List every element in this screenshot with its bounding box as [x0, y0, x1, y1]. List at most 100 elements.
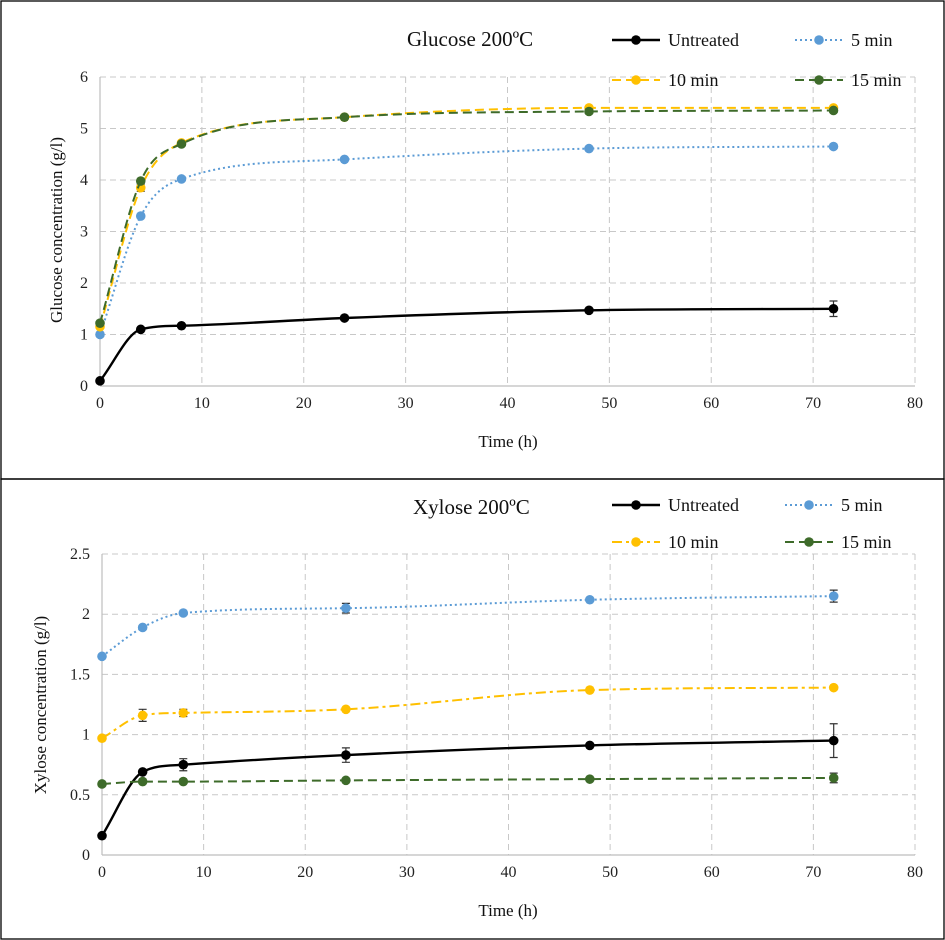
xylose-y-axis-title: Xylose concentration (g/l): [31, 616, 50, 794]
glucose-chart: 0 10 20 30 40 50 60 70 80 0 1 2 3 4 5 6 Glucose 200ºC T…: [0, 0, 945, 480]
xylose-series-untreated-point: [828, 735, 839, 746]
glucose-series-15-min-point: [584, 106, 594, 117]
xylose-series-10-min-point: [341, 704, 351, 715]
glucose-series-10-min: [95, 103, 839, 332]
glucose-y-tick-label: 0: [80, 378, 88, 395]
xylose-grid: [102, 553, 916, 855]
xylose-series-10-min-point: [97, 733, 107, 744]
glucose-y-tick-label: 5: [80, 121, 88, 138]
xylose-series-15-min-point: [97, 779, 107, 789]
glucose-legend-10-min-label: 10 min: [668, 70, 719, 90]
glucose-series-15-min-point: [828, 105, 839, 116]
glucose-legend-15-min: 15 min: [795, 70, 902, 90]
xylose-legend-untreated-label: Untreated: [668, 495, 739, 515]
xylose-y-tick-label: 2.5: [70, 546, 90, 563]
xylose-series-5-min-point: [341, 603, 351, 613]
xylose-legend-10-min-label: 10 min: [668, 532, 719, 552]
glucose-series-5-min-point: [584, 143, 594, 154]
xylose-series-10-min-point: [585, 685, 595, 695]
xylose-legend-5-min: 5 min: [785, 495, 883, 515]
xylose-series-15-min: [97, 772, 839, 789]
xylose-chart-title: Xylose 200ºC: [413, 495, 530, 519]
glucose-series-untreated-point: [176, 320, 187, 331]
glucose-x-tick-label: 50: [601, 395, 617, 412]
xylose-series-untreated-point: [341, 750, 351, 760]
xylose-series-10-min: [97, 682, 839, 744]
glucose-grid: [100, 76, 916, 386]
glucose-series-untreated: [95, 300, 839, 386]
xylose-series-5-min-point: [97, 651, 107, 662]
xylose-x-tick-label: 30: [399, 864, 415, 881]
xylose-x-tick-label: 10: [196, 864, 212, 881]
glucose-legend-10-min-marker: [631, 75, 641, 85]
glucose-series-untreated-point: [339, 313, 350, 323]
xylose-x-tick-label: 80: [907, 864, 923, 881]
xylose-legend-15-min-label: 15 min: [841, 532, 892, 552]
glucose-y-axis-title: Glucose concentration (g/l): [47, 137, 66, 323]
glucose-series-15-min-line: [99, 109, 834, 324]
glucose-legend-untreated-label: Untreated: [668, 30, 739, 50]
xylose-x-tick-label: 50: [602, 864, 618, 881]
xylose-series-5-min-point: [585, 594, 595, 605]
xylose-legend-10-min: 10 min: [612, 532, 719, 552]
xylose-y-tick-label: 1.5: [70, 666, 90, 683]
xylose-series-15-min-point: [585, 774, 595, 784]
glucose-series-untreated-point: [135, 324, 146, 335]
xylose-series-5-min: [97, 589, 839, 662]
xylose-series-5-min-point: [828, 591, 839, 601]
xylose-series-10-min-point: [828, 682, 839, 693]
glucose-series-5-min-point: [135, 211, 146, 221]
glucose-series: [95, 103, 839, 386]
xylose-legend-10-min-marker: [631, 537, 641, 547]
xylose-y-tick-label: 2: [82, 606, 90, 623]
glucose-chart-frame: [0, 0, 945, 480]
xylose-series-15-min-point: [828, 773, 839, 783]
xylose-series-15-min-point: [341, 775, 351, 786]
xylose-x-tick-label: 60: [704, 864, 720, 881]
glucose-x-tick-label: 10: [194, 395, 210, 412]
glucose-series-untreated-point: [95, 376, 105, 386]
xylose-x-tick-label: 70: [805, 864, 821, 881]
xylose-x-tick-label: 40: [501, 864, 517, 881]
glucose-legend-10-min: 10 min: [612, 70, 719, 90]
glucose-x-tick-label: 40: [500, 395, 516, 412]
xylose-series-15-min-point: [137, 776, 148, 787]
glucose-series-untreated-point: [584, 305, 594, 316]
glucose-series-15-min-point: [95, 318, 105, 328]
glucose-y-tick-label: 4: [80, 172, 88, 189]
glucose-series-10-min-line: [99, 106, 834, 328]
glucose-series-untreated-point: [828, 303, 839, 314]
xylose-chart: 0 10 20 30 40 50 60 70 80 0 0.5 1 1.5 2 2.5 Xylose 200…: [0, 478, 945, 940]
xylose-legend: Untreated 5 min 10 min 15 min: [612, 495, 892, 552]
glucose-legend-untreated: Untreated: [612, 30, 739, 50]
glucose-chart-title: Glucose 200ºC: [407, 27, 533, 51]
xylose-series-untreated-point: [178, 759, 189, 770]
xylose-series-10-min-line: [101, 686, 834, 740]
xylose-series-10-min-point: [137, 710, 148, 721]
xylose-tick-labels: 0 10 20 30 40 50 60 70 80 0 0.5 1 1.5 2 2.5: [70, 546, 923, 881]
glucose-y-tick-label: 2: [80, 275, 88, 292]
glucose-series-5-min-line: [99, 145, 834, 335]
xylose-legend-5-min-marker: [804, 500, 814, 510]
glucose-series-5-min: [95, 141, 839, 340]
glucose-series-5-min-point: [339, 154, 350, 165]
xylose-x-axis-title: Time (h): [478, 901, 537, 920]
xylose-series-10-min-point: [178, 708, 189, 718]
glucose-x-tick-label: 0: [96, 395, 104, 412]
glucose-series-15-min-point: [339, 112, 350, 122]
xylose-series-untreated-point: [97, 830, 107, 841]
xylose-series-untreated-point: [585, 740, 595, 751]
xylose-legend-untreated-marker: [631, 500, 641, 510]
glucose-series-5-min-point: [176, 174, 187, 184]
xylose-series-15-min-line: [101, 776, 834, 785]
glucose-legend-5-min: 5 min: [795, 30, 893, 50]
glucose-series-5-min-point: [95, 329, 105, 340]
xylose-series-5-min-point: [137, 622, 148, 633]
xylose-legend-5-min-label: 5 min: [841, 495, 883, 515]
glucose-series-untreated-line: [99, 307, 834, 382]
glucose-legend-untreated-marker: [631, 35, 641, 45]
glucose-series-5-min-point: [828, 141, 839, 152]
glucose-x-tick-label: 60: [703, 395, 719, 412]
glucose-legend-15-min-marker: [814, 75, 824, 85]
